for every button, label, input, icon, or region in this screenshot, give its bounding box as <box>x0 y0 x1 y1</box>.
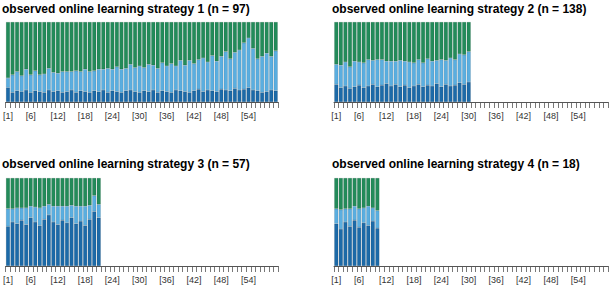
svg-text:[6]: [6] <box>26 111 36 121</box>
svg-text:[1]: [1] <box>331 275 341 285</box>
svg-text:[54]: [54] <box>571 111 586 121</box>
svg-text:[30]: [30] <box>461 275 476 285</box>
svg-text:[36]: [36] <box>159 111 174 121</box>
svg-text:[18]: [18] <box>78 111 93 121</box>
svg-text:[36]: [36] <box>489 275 504 285</box>
svg-text:[12]: [12] <box>379 275 394 285</box>
svg-text:observed online learning strat: observed online learning strategy 1 (n =… <box>2 2 250 16</box>
svg-text:[24]: [24] <box>434 275 449 285</box>
svg-text:[54]: [54] <box>241 111 256 121</box>
svg-text:[30]: [30] <box>132 275 147 285</box>
svg-text:[48]: [48] <box>543 111 558 121</box>
svg-text:[24]: [24] <box>105 111 120 121</box>
svg-text:[6]: [6] <box>354 275 364 285</box>
svg-text:[36]: [36] <box>489 111 504 121</box>
svg-text:[42]: [42] <box>187 275 202 285</box>
svg-text:[42]: [42] <box>516 275 531 285</box>
svg-text:[6]: [6] <box>26 275 36 285</box>
svg-text:[48]: [48] <box>543 275 558 285</box>
svg-text:[36]: [36] <box>159 275 174 285</box>
svg-text:[30]: [30] <box>132 111 147 121</box>
svg-text:observed online learning strat: observed online learning strategy 2 (n =… <box>332 2 586 16</box>
svg-text:[18]: [18] <box>406 275 421 285</box>
svg-text:observed online learning strat: observed online learning strategy 3 (n =… <box>2 157 250 171</box>
svg-text:[48]: [48] <box>214 275 229 285</box>
svg-text:[18]: [18] <box>78 275 93 285</box>
svg-text:[12]: [12] <box>50 275 65 285</box>
svg-text:[42]: [42] <box>516 111 531 121</box>
svg-text:[54]: [54] <box>241 275 256 285</box>
svg-text:[30]: [30] <box>461 111 476 121</box>
svg-text:[42]: [42] <box>187 111 202 121</box>
svg-text:[12]: [12] <box>379 111 394 121</box>
svg-text:observed online learning strat: observed online learning strategy 4 (n =… <box>332 157 580 171</box>
svg-text:[18]: [18] <box>406 111 421 121</box>
svg-text:[24]: [24] <box>434 111 449 121</box>
svg-text:[1]: [1] <box>3 111 13 121</box>
svg-text:[48]: [48] <box>214 111 229 121</box>
svg-text:[6]: [6] <box>354 111 364 121</box>
svg-text:[1]: [1] <box>331 111 341 121</box>
svg-text:[1]: [1] <box>3 275 13 285</box>
svg-text:[12]: [12] <box>50 111 65 121</box>
svg-text:[24]: [24] <box>105 275 120 285</box>
svg-text:[54]: [54] <box>571 275 586 285</box>
